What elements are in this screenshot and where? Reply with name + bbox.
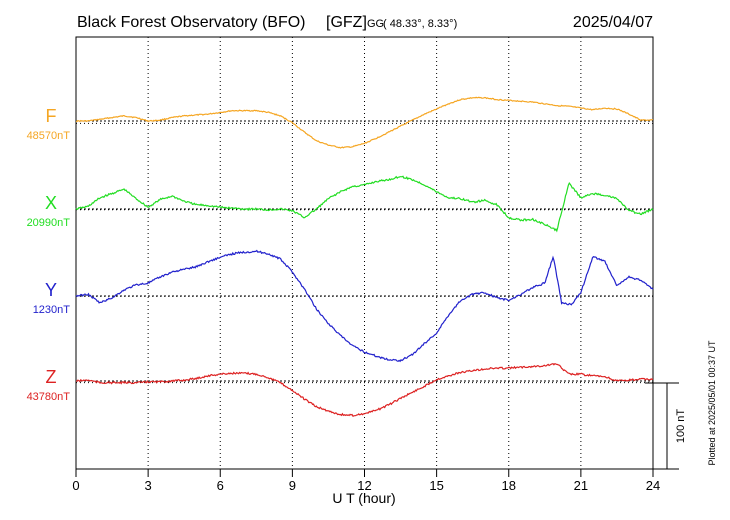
agency-label: [GFZ] <box>326 14 367 31</box>
x-tick-label: 3 <box>145 478 152 493</box>
x-tick-label: 24 <box>646 478 660 493</box>
station-title: Black Forest Observatory (BFO) <box>77 14 306 31</box>
coord-values: ( 48.33°, 8.33°) <box>383 18 457 30</box>
x-tick-label: 12 <box>357 478 371 493</box>
x-axis-title: U T (hour) <box>332 490 395 506</box>
series-z-baseline-label: 43780nT <box>27 391 71 403</box>
series-f-line <box>76 96 653 149</box>
grid <box>76 37 653 469</box>
series-f-name: F <box>46 106 57 126</box>
plotted-at-note: Plotted at 2025/05/01 00:37 UT <box>707 340 717 466</box>
x-tick-label: 21 <box>574 478 588 493</box>
series-z-name: Z <box>46 367 57 387</box>
scale-bar: 100 nT <box>645 382 687 470</box>
x-tick-label: 9 <box>289 478 296 493</box>
x-tick-label: 18 <box>502 478 516 493</box>
series-x-name: X <box>45 193 57 213</box>
x-tick-label: 15 <box>429 478 443 493</box>
series-x-line <box>75 175 654 233</box>
series-y-baseline-label: 1230nT <box>33 304 71 316</box>
series-y-line <box>75 249 654 363</box>
series-f-baseline-label: 48570nT <box>27 130 71 142</box>
coord-prefix: GG <box>367 18 384 30</box>
series-z-line <box>76 362 654 417</box>
traces <box>75 96 654 417</box>
x-axis-ticks: 0 3 6 9 12 15 18 21 24 <box>72 469 660 493</box>
series-x-baseline-label: 20990nT <box>27 217 71 229</box>
series-labels: F 48570nT X 20990nT Y 1230nT Z 43780nT <box>27 106 71 403</box>
date-label: 2025/04/07 <box>573 14 653 31</box>
scale-bar-label: 100 nT <box>675 409 687 444</box>
x-tick-label: 0 <box>72 478 79 493</box>
series-y-name: Y <box>45 280 57 300</box>
x-tick-label: 6 <box>217 478 224 493</box>
